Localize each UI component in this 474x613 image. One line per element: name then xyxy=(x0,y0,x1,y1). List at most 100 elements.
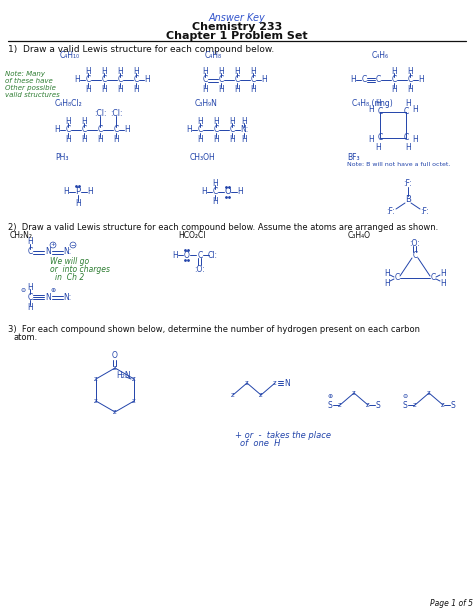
Text: H: H xyxy=(368,105,374,115)
Text: H: H xyxy=(27,303,33,313)
Text: C: C xyxy=(375,75,381,85)
Text: H: H xyxy=(234,85,240,94)
Text: z: z xyxy=(231,392,235,398)
Text: C: C xyxy=(403,107,409,116)
Text: S: S xyxy=(375,400,380,409)
Text: C: C xyxy=(118,75,123,85)
Text: C: C xyxy=(97,126,103,134)
Text: Other possible: Other possible xyxy=(5,85,56,91)
Text: H: H xyxy=(212,178,218,188)
Text: H: H xyxy=(133,66,139,75)
Text: S: S xyxy=(451,400,456,409)
Text: C: C xyxy=(430,273,436,283)
Text: H: H xyxy=(201,188,207,197)
Text: z: z xyxy=(94,398,98,404)
Text: PH₃: PH₃ xyxy=(55,153,69,162)
Text: H: H xyxy=(213,134,219,143)
Text: H: H xyxy=(81,134,87,143)
Text: z: z xyxy=(132,376,136,382)
Text: H: H xyxy=(124,126,130,134)
Text: H: H xyxy=(202,66,208,75)
Text: +: + xyxy=(51,243,55,248)
Text: 1)  Draw a valid Lewis structure for each compound below.: 1) Draw a valid Lewis structure for each… xyxy=(8,45,274,53)
Text: H: H xyxy=(101,66,107,75)
Text: C: C xyxy=(197,126,202,134)
Text: z: z xyxy=(245,380,249,386)
Text: C: C xyxy=(27,292,33,302)
Text: H: H xyxy=(241,116,247,126)
Text: :F:: :F: xyxy=(387,207,395,216)
Text: N:: N: xyxy=(240,126,248,134)
Text: z: z xyxy=(94,376,98,382)
Text: H: H xyxy=(440,268,446,278)
Text: CH₃OH: CH₃OH xyxy=(190,153,216,162)
Text: H: H xyxy=(250,85,256,94)
Text: H: H xyxy=(101,85,107,94)
Text: atom.: atom. xyxy=(14,333,38,343)
Text: 3)  For each compound shown below, determine the number of hydrogen present on e: 3) For each compound shown below, determ… xyxy=(8,326,420,335)
Text: :F:: :F: xyxy=(420,207,429,216)
Text: H: H xyxy=(54,126,60,134)
Text: C: C xyxy=(27,248,33,256)
Text: z: z xyxy=(132,398,136,404)
Text: C: C xyxy=(412,251,418,259)
Text: C: C xyxy=(202,75,208,85)
Text: z: z xyxy=(338,402,342,408)
Text: H: H xyxy=(218,85,224,94)
Text: H: H xyxy=(350,75,356,85)
Text: ⊕: ⊕ xyxy=(328,395,333,400)
Text: BF₃: BF₃ xyxy=(347,153,360,162)
Text: CH₂N₂: CH₂N₂ xyxy=(10,232,33,240)
Text: C₄H₁₀: C₄H₁₀ xyxy=(60,51,80,61)
Text: C: C xyxy=(212,188,218,197)
Text: HCO₂Cl: HCO₂Cl xyxy=(178,232,206,240)
Text: H: H xyxy=(65,116,71,126)
Text: H: H xyxy=(172,251,178,259)
Text: H: H xyxy=(391,85,397,94)
Text: :O:: :O: xyxy=(195,264,205,273)
Text: H: H xyxy=(384,278,390,287)
Text: H: H xyxy=(261,75,267,85)
Text: C: C xyxy=(229,126,235,134)
Text: H: H xyxy=(368,135,374,145)
Text: H: H xyxy=(407,66,413,75)
Text: H: H xyxy=(197,116,203,126)
Text: ⊕: ⊕ xyxy=(50,287,55,292)
Text: H: H xyxy=(375,99,381,107)
Text: H: H xyxy=(85,66,91,75)
Text: Answer Key: Answer Key xyxy=(209,13,265,23)
Text: C: C xyxy=(113,126,118,134)
Text: H: H xyxy=(218,66,224,75)
Text: H: H xyxy=(405,142,411,151)
Text: H: H xyxy=(212,197,218,205)
Text: Note: Many: Note: Many xyxy=(5,71,45,77)
Text: 2)  Draw a valid Lewis structure for each compound below. Assume the atoms are a: 2) Draw a valid Lewis structure for each… xyxy=(8,224,438,232)
Text: of these have: of these have xyxy=(5,78,53,84)
Text: z: z xyxy=(427,390,431,396)
Text: C: C xyxy=(377,134,383,142)
Text: S: S xyxy=(402,400,407,409)
Text: C₃H₄O: C₃H₄O xyxy=(348,232,371,240)
Text: z: z xyxy=(366,402,370,408)
Text: C: C xyxy=(392,75,397,85)
Text: z: z xyxy=(413,402,417,408)
Text: O: O xyxy=(112,351,118,360)
Text: z: z xyxy=(352,390,356,396)
Text: :O:: :O: xyxy=(410,238,420,248)
Text: Cl:: Cl: xyxy=(208,251,218,259)
Text: H: H xyxy=(412,105,418,115)
Text: H: H xyxy=(117,66,123,75)
Text: H: H xyxy=(229,116,235,126)
Text: B: B xyxy=(405,196,411,205)
Text: z: z xyxy=(259,392,263,398)
Text: C₄H₈: C₄H₈ xyxy=(205,51,222,61)
Text: C: C xyxy=(85,75,91,85)
Text: H: H xyxy=(63,188,69,197)
Text: H: H xyxy=(440,278,446,287)
Text: :Cl:: :Cl: xyxy=(94,109,106,118)
Text: C: C xyxy=(213,126,219,134)
Text: of  one  H: of one H xyxy=(240,440,281,449)
Text: + or  -  takes the place: + or - takes the place xyxy=(235,430,331,440)
Text: Chemistry 233: Chemistry 233 xyxy=(192,22,282,32)
Text: :F:: :F: xyxy=(404,180,412,189)
